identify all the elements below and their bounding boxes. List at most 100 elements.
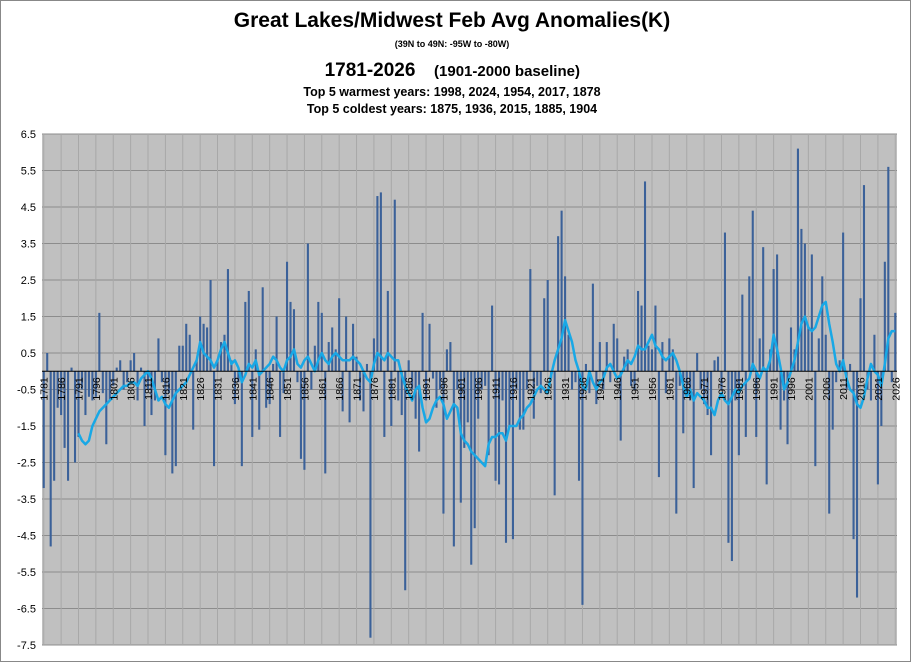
x-tick-label: 2021 — [873, 377, 885, 401]
bar — [265, 371, 268, 408]
bar — [445, 349, 448, 372]
bar — [219, 342, 223, 372]
x-tick-label: 1876 — [369, 377, 381, 401]
y-tick-label: 3.5 — [21, 239, 36, 251]
bar — [859, 298, 862, 372]
bar — [689, 371, 692, 401]
bar — [49, 371, 52, 547]
bar — [491, 305, 494, 372]
x-tick-label: 1986 — [751, 377, 763, 401]
x-tick-label: 1816 — [160, 377, 172, 401]
bar — [803, 243, 806, 372]
x-tick-label: 1811 — [143, 377, 155, 400]
bar — [379, 192, 382, 372]
bar — [484, 371, 487, 386]
x-tick-label: 1946 — [612, 377, 624, 401]
bar — [91, 371, 94, 401]
x-tick-label: 1806 — [126, 377, 138, 401]
bar — [723, 232, 726, 372]
baseline: (1901-2000 baseline) — [434, 63, 580, 80]
bar — [849, 363, 852, 372]
bar — [324, 371, 327, 474]
bar — [706, 371, 709, 416]
bar — [400, 371, 403, 416]
bar — [258, 371, 261, 430]
x-tick-label: 1821 — [178, 377, 190, 401]
y-tick-label: 4.5 — [21, 202, 36, 214]
y-tick-label: -6.5 — [17, 604, 36, 616]
bar — [411, 371, 414, 390]
bar — [504, 371, 508, 543]
bar — [247, 290, 250, 372]
x-tick-label: 1951 — [630, 377, 642, 401]
x-tick-label: 1826 — [195, 377, 207, 401]
bar — [435, 371, 438, 408]
bar — [192, 371, 195, 430]
bar — [393, 199, 396, 372]
x-tick-label: 2006 — [821, 377, 833, 401]
bar — [414, 371, 417, 419]
bar — [365, 363, 369, 372]
bar — [171, 371, 174, 474]
bar — [751, 210, 754, 372]
bar — [449, 342, 452, 372]
bar — [230, 360, 233, 372]
smoothed-line — [77, 300, 896, 468]
bar — [372, 338, 375, 372]
bar — [619, 371, 622, 441]
bar — [807, 327, 810, 372]
x-tick-label: 1906 — [473, 377, 485, 401]
bar — [654, 305, 657, 372]
bar — [744, 371, 747, 437]
bar — [737, 371, 740, 456]
bar — [129, 360, 132, 372]
bar — [459, 371, 462, 503]
bar — [261, 287, 264, 372]
bar — [598, 342, 601, 372]
x-tick-label: 1936 — [577, 377, 589, 401]
bar — [108, 371, 111, 401]
bar — [334, 349, 337, 372]
bar — [873, 334, 876, 372]
bar — [122, 371, 125, 390]
x-tick-label: 1916 — [508, 377, 520, 401]
bar — [529, 269, 532, 372]
bar — [80, 371, 84, 390]
bar — [668, 338, 671, 372]
bar — [675, 371, 678, 514]
bar — [567, 334, 570, 372]
bar — [327, 342, 330, 372]
bar — [640, 305, 643, 372]
y-tick-label: -1.5 — [17, 421, 36, 433]
bar — [487, 371, 490, 456]
x-tick-label: 1981 — [734, 377, 746, 401]
bar — [501, 371, 504, 401]
bar — [616, 338, 619, 372]
bar — [817, 338, 820, 372]
bar — [609, 371, 612, 383]
bar — [862, 185, 866, 372]
bar — [574, 371, 577, 383]
bar — [292, 309, 296, 372]
bar — [838, 360, 841, 372]
bar — [765, 371, 768, 485]
bar — [699, 371, 702, 390]
bar — [570, 371, 574, 390]
y-tick-label: -4.5 — [17, 531, 36, 543]
bar — [557, 236, 560, 372]
bar — [428, 323, 431, 372]
bar — [814, 371, 817, 467]
bar — [821, 276, 824, 372]
bar — [60, 371, 63, 416]
bar — [206, 327, 209, 372]
bar — [87, 371, 90, 397]
bar — [115, 367, 118, 372]
bar — [727, 371, 730, 543]
x-tick-label: 1861 — [317, 377, 329, 401]
x-tick-label: 1786 — [56, 377, 68, 401]
x-tick-label: 1961 — [664, 377, 676, 401]
x-tick-label: 1911 — [491, 377, 503, 400]
bar — [588, 371, 591, 394]
bar — [67, 371, 70, 481]
annotation: Top 5 coldest years: 1875, 1936, 2015, 1… — [307, 102, 597, 116]
